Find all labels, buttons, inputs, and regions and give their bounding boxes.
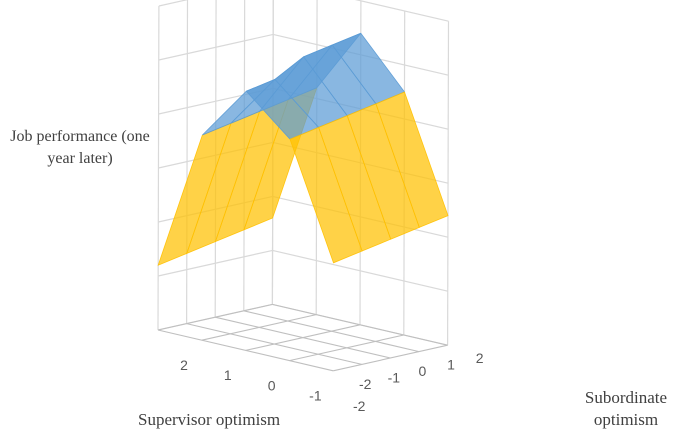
- floor-gridline: [333, 344, 448, 372]
- x-tick-label: -2: [353, 398, 366, 414]
- x-tick-label: 2: [180, 357, 188, 373]
- wall-gridline: [158, 0, 189, 7]
- floor-gridline: [215, 316, 391, 359]
- floor-gridline: [272, 303, 448, 346]
- surface-patch: [289, 126, 363, 264]
- y-tick-label: -2: [359, 376, 372, 392]
- floor-gridline: [157, 329, 334, 372]
- wall-gridline: [157, 5, 160, 331]
- floor-gridline: [243, 310, 420, 353]
- z-axis-title: Job performance (one year later): [10, 128, 150, 167]
- y-tick-label: 0: [419, 363, 427, 379]
- floor-gridline: [186, 323, 362, 365]
- y-tick-label: 2: [476, 350, 484, 366]
- x-axis-title: Supervisor optimism: [138, 410, 281, 429]
- x-tick-label: -1: [309, 388, 322, 404]
- wall-gridline: [186, 0, 189, 324]
- y-tick-label: 1: [447, 357, 455, 373]
- x-tick-label: 1: [224, 367, 232, 383]
- wall-gridline: [447, 21, 450, 346]
- y-axis-title: Subordinate optimism: [584, 388, 668, 429]
- x-tick-label: 0: [268, 377, 276, 393]
- y-tick-label: -1: [388, 369, 401, 385]
